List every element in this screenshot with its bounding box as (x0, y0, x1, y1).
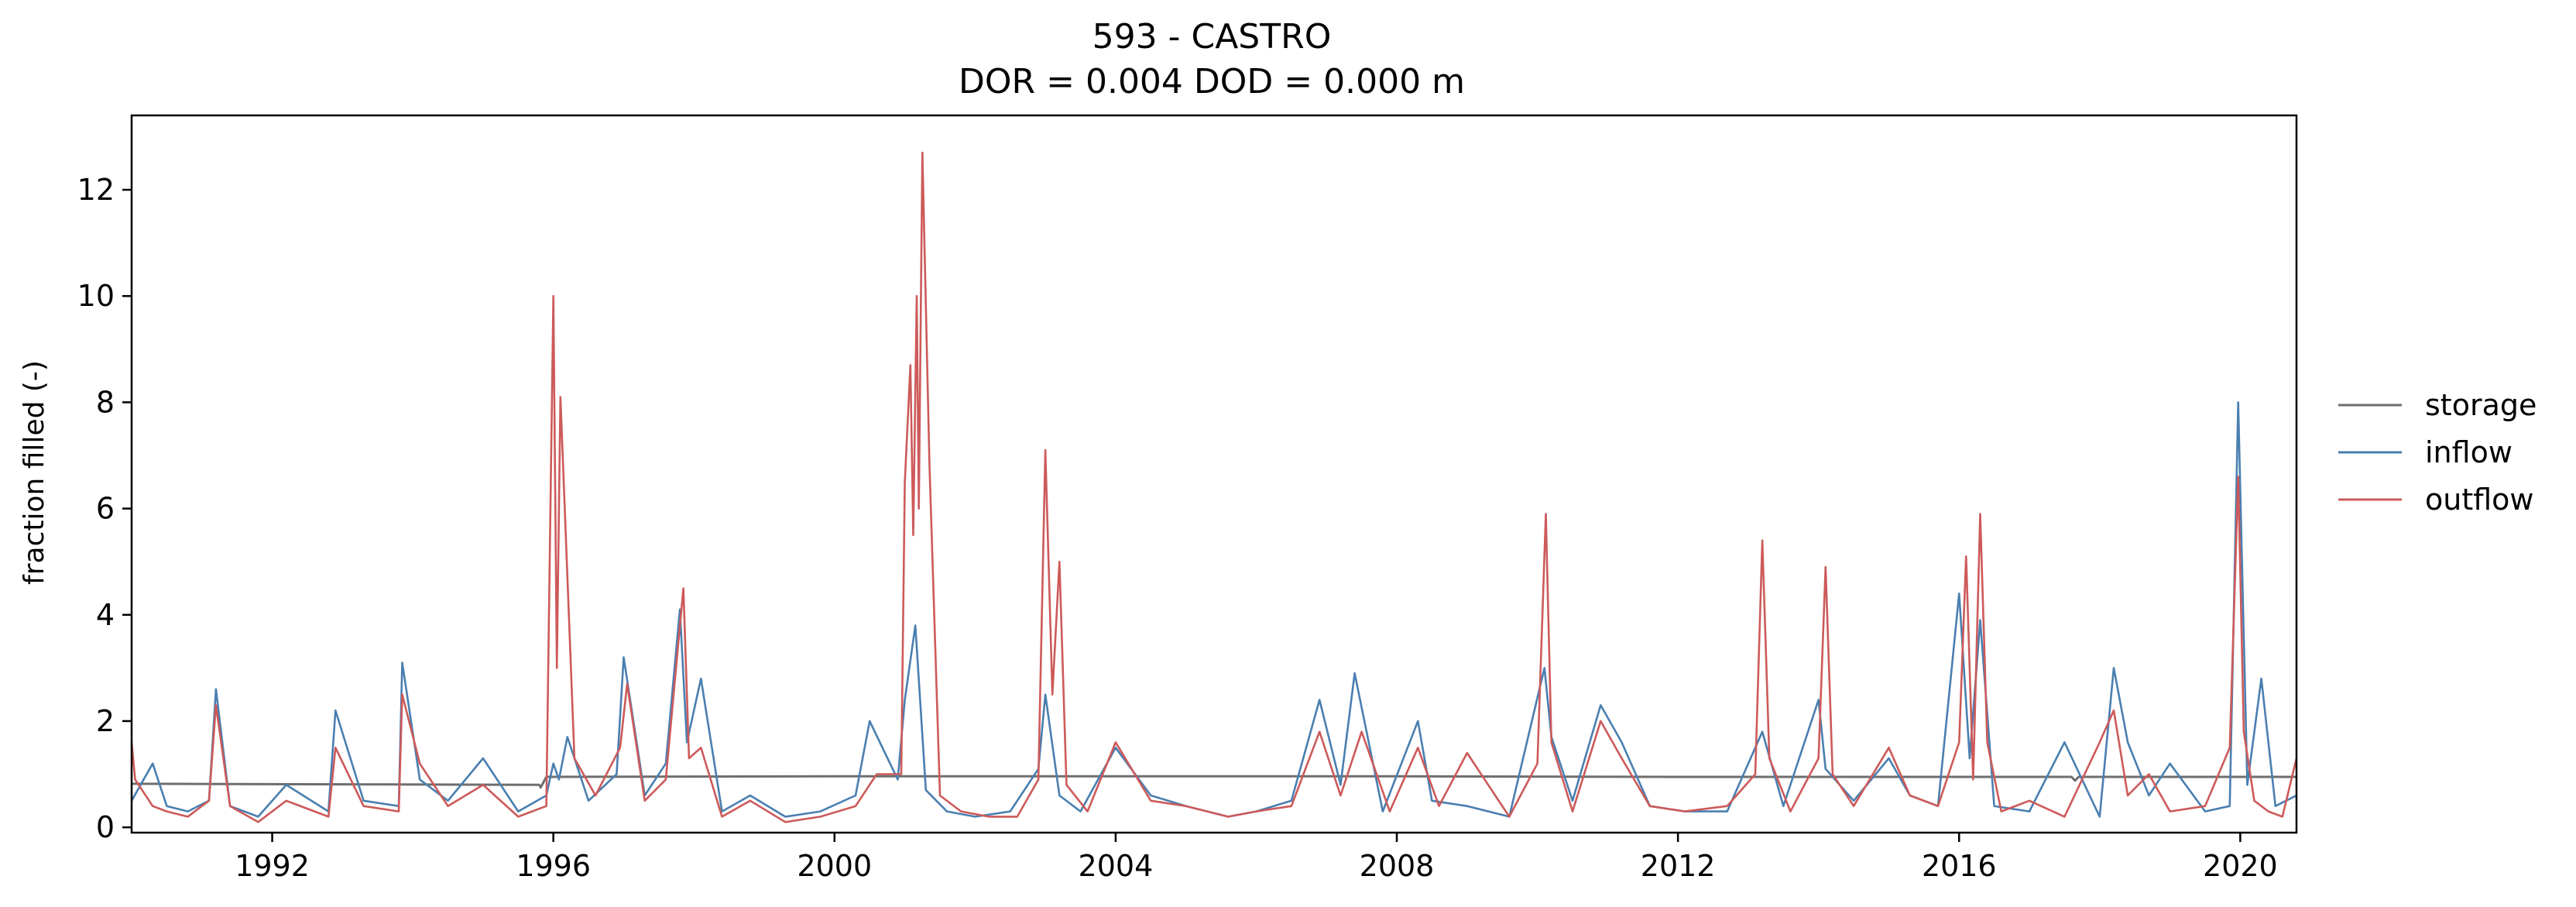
legend-item-storage: storage (2338, 388, 2537, 422)
chart-title: 593 - CASTRO (1092, 17, 1332, 57)
y-axis-label: fraction filled (-) (19, 360, 50, 585)
chart-subtitle: DOR = 0.004 DOD = 0.000 m (959, 62, 1465, 101)
legend-label: inflow (2425, 435, 2513, 469)
x-tick-label: 2016 (1922, 849, 1997, 883)
y-tick-label: 10 (77, 279, 115, 313)
legend-item-inflow: inflow (2338, 435, 2513, 469)
y-tick-label: 12 (77, 173, 115, 207)
series-line-storage (132, 775, 2296, 789)
x-tick-label: 2020 (2203, 849, 2278, 883)
y-tick-label: 6 (96, 492, 115, 526)
legend-label: storage (2425, 388, 2537, 422)
y-tick-label: 8 (96, 385, 115, 419)
x-tick-label: 2000 (797, 849, 872, 883)
legend-item-outflow: outflow (2338, 483, 2534, 517)
plot-frame (130, 114, 2298, 834)
x-tick-label: 2008 (1360, 849, 1435, 883)
legend: storage inflow outflow (2338, 388, 2537, 517)
series-line-outflow (132, 151, 2296, 823)
axes-layer: 1992 1996 2000 2004 2008 2012 2016 2020 0 2 4 6 8 10 1… (77, 114, 2298, 883)
x-tick-label: 2004 (1079, 849, 1154, 883)
y-tick-label: 2 (96, 704, 115, 738)
legend-label: outflow (2425, 483, 2534, 517)
x-tick-label: 1992 (235, 849, 310, 883)
x-tick-label: 1996 (516, 849, 591, 883)
series-layer (132, 151, 2296, 823)
y-tick-label: 4 (96, 598, 115, 632)
x-tick-label: 2012 (1641, 849, 1716, 883)
y-tick-label: 0 (96, 810, 115, 844)
series-line-inflow (132, 401, 2296, 818)
